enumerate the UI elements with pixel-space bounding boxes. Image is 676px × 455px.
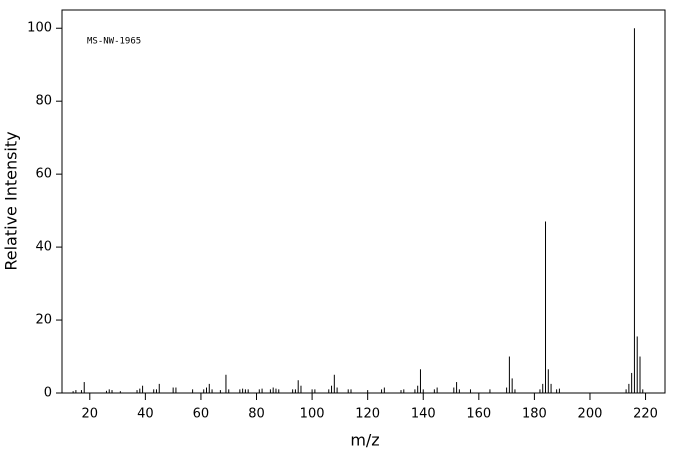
x-tick-label: 180 [522, 407, 547, 422]
x-tick-label: 220 [633, 407, 658, 422]
y-tick-label: 60 [35, 167, 52, 182]
y-tick-label: 0 [44, 386, 52, 401]
x-tick-label: 20 [82, 407, 99, 422]
x-axis-label: m/z [350, 431, 379, 450]
x-tick-label: 100 [300, 407, 325, 422]
x-tick-label: 60 [193, 407, 210, 422]
x-tick-label: 140 [411, 407, 436, 422]
y-tick-label: 20 [35, 313, 52, 328]
x-tick-label: 200 [578, 407, 603, 422]
x-tick-label: 40 [137, 407, 154, 422]
annotation: MS-NW-1965 [87, 37, 141, 47]
y-axis-label: Relative Intensity [2, 131, 21, 270]
y-tick-label: 40 [35, 240, 52, 255]
x-tick-label: 160 [466, 407, 491, 422]
y-tick-label: 80 [35, 94, 52, 109]
x-tick-label: 120 [355, 407, 380, 422]
plot-frame [61, 9, 666, 394]
y-tick-label: 100 [27, 21, 52, 36]
x-tick-label: 80 [248, 407, 265, 422]
